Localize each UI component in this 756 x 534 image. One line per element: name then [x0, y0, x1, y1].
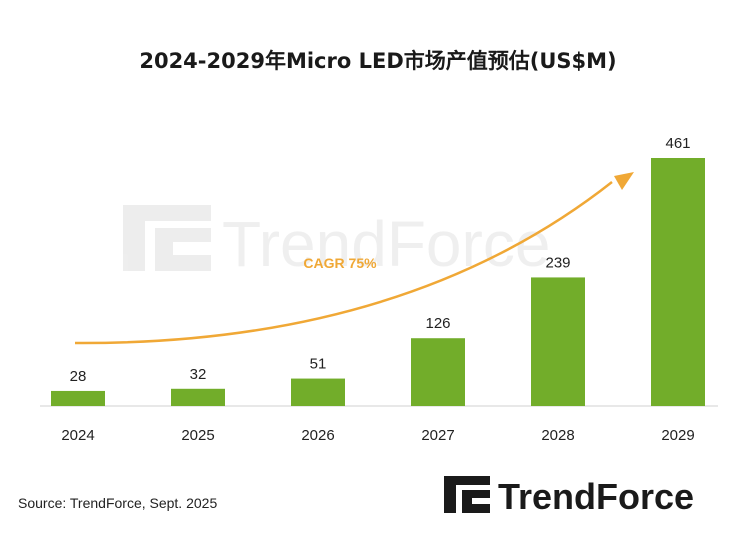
bar-2026: [291, 378, 345, 406]
x-tick-2029: 2029: [661, 427, 694, 444]
x-tick-2025: 2025: [181, 427, 214, 444]
x-tick-2026: 2026: [301, 427, 334, 444]
chart-title: 2024-2029年Micro LED市场产值预估(US$M): [139, 49, 616, 73]
value-label-2026: 51: [310, 356, 327, 373]
watermark-text: TrendForce: [222, 208, 550, 280]
cagr-arrow-line: [74, 181, 613, 345]
source-note: Source: TrendForce, Sept. 2025: [18, 495, 217, 511]
value-label-2024: 28: [70, 368, 87, 385]
bar-2028: [531, 277, 585, 406]
cagr-arrow: [74, 172, 634, 345]
bar-2027: [411, 338, 465, 406]
value-label-2028: 239: [545, 254, 570, 271]
bar-2029: [651, 158, 705, 406]
x-tick-2028: 2028: [541, 427, 574, 444]
watermark: TrendForce: [123, 205, 550, 280]
bar-2025: [171, 388, 225, 406]
value-label-2027: 126: [425, 315, 450, 332]
value-label-2025: 32: [190, 366, 207, 383]
trendforce-logo-icon: [444, 476, 490, 513]
cagr-label: CAGR 75%: [303, 255, 377, 271]
x-tick-2024: 2024: [61, 427, 94, 444]
bar-series: 28 2024 32 2025 51 2026 126 2027 239 2028 461 2029: [51, 135, 705, 444]
x-tick-2027: 2027: [421, 427, 454, 444]
cagr-arrow-head: [614, 172, 634, 190]
bar-2024: [51, 390, 105, 406]
trendforce-logo-text: TrendForce: [498, 476, 694, 517]
trendforce-logo: TrendForce: [444, 476, 694, 517]
watermark-logo-icon: [123, 205, 211, 271]
value-label-2029: 461: [665, 135, 690, 152]
